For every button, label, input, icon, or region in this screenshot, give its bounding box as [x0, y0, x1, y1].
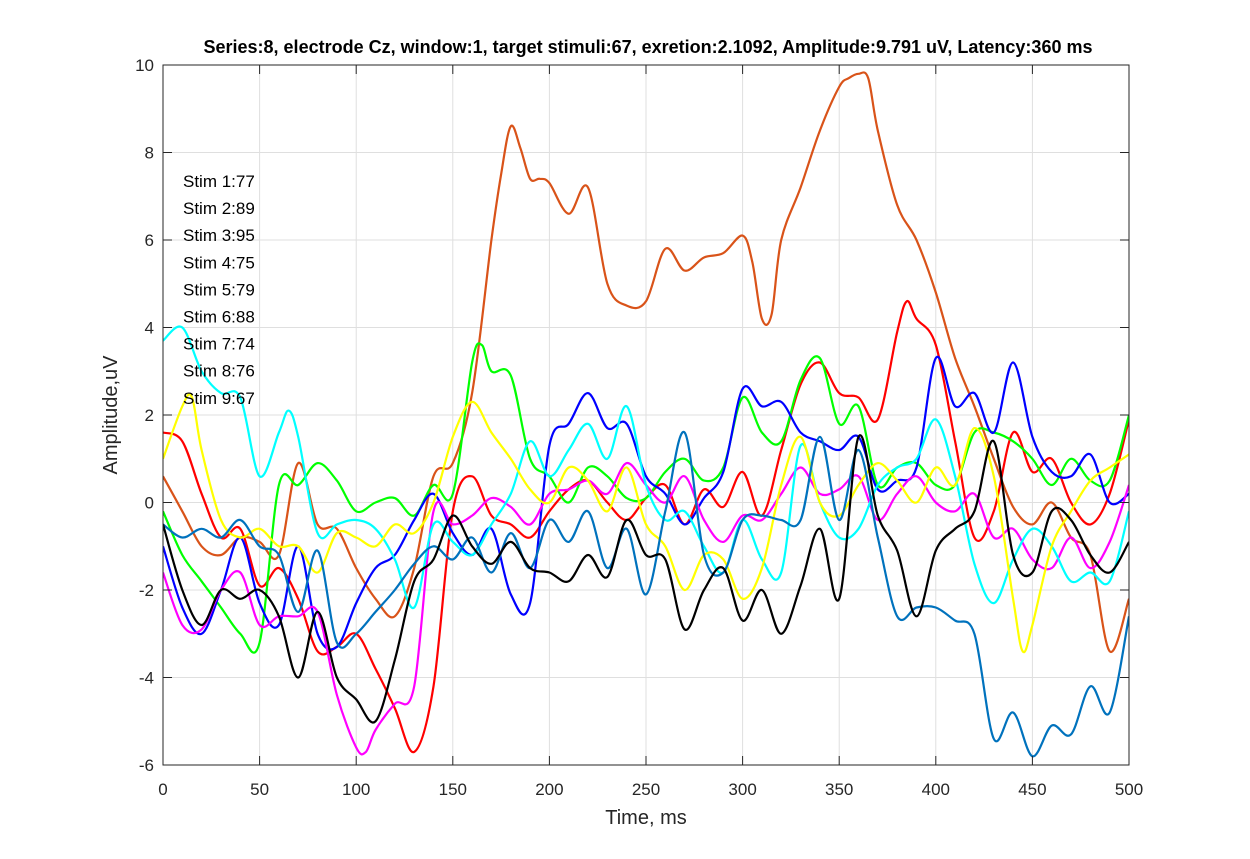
- x-tick-label: 200: [535, 780, 563, 799]
- y-tick-label: 6: [145, 231, 154, 250]
- series-line-7: [163, 393, 1129, 654]
- x-axis-title: Time, ms: [605, 807, 686, 829]
- y-tick-label: 8: [145, 144, 154, 163]
- stim-annotations: Stim 1:77 Stim 2:89 Stim 3:95 Stim 4:75 Stim…: [183, 172, 255, 408]
- stim-annotation: Stim 3:95: [183, 226, 255, 245]
- x-tick-label: 100: [342, 780, 370, 799]
- y-tick-label: 4: [145, 319, 154, 338]
- series-line-8: [163, 431, 1129, 758]
- x-tick-label: 50: [250, 780, 269, 799]
- series-line-1: [163, 71, 1129, 653]
- y-tick-label: -4: [139, 669, 154, 688]
- y-axis-title: Amplitude,uV: [100, 355, 122, 475]
- series-line-4: [163, 355, 1129, 651]
- axis-ticks: 0 50 100 150 200 250 300 350 400 450 500 -6 -4 -2 0 2 4 6…: [135, 56, 1143, 799]
- stim-annotation: Stim 5:79: [183, 280, 255, 299]
- x-tick-label: 300: [728, 780, 756, 799]
- series-line-9: [163, 434, 1129, 724]
- stim-annotation: Stim 4:75: [183, 253, 255, 272]
- stim-annotation: Stim 9:67: [183, 389, 255, 408]
- stim-annotation: Stim 1:77: [183, 172, 255, 191]
- x-tick-label: 500: [1115, 780, 1143, 799]
- stim-annotation: Stim 2:89: [183, 199, 255, 218]
- x-tick-label: 350: [825, 780, 853, 799]
- y-tick-label: -6: [139, 756, 154, 775]
- series-lines: [163, 71, 1129, 758]
- y-tick-label: 2: [145, 406, 154, 425]
- y-tick-label: 0: [145, 494, 154, 513]
- x-tick-label: 450: [1018, 780, 1046, 799]
- x-tick-label: 400: [922, 780, 950, 799]
- x-tick-label: 250: [632, 780, 660, 799]
- series-line-6: [163, 325, 1129, 609]
- chart-title: Series:8, electrode Cz, window:1, target…: [204, 37, 1093, 57]
- x-tick-label: 0: [158, 780, 167, 799]
- stim-annotation: Stim 6:88: [183, 308, 255, 327]
- y-tick-label: 10: [135, 56, 154, 75]
- stim-annotation: Stim 8:76: [183, 362, 255, 381]
- y-tick-label: -2: [139, 581, 154, 600]
- x-tick-label: 150: [439, 780, 467, 799]
- stim-annotation: Stim 7:74: [183, 335, 255, 354]
